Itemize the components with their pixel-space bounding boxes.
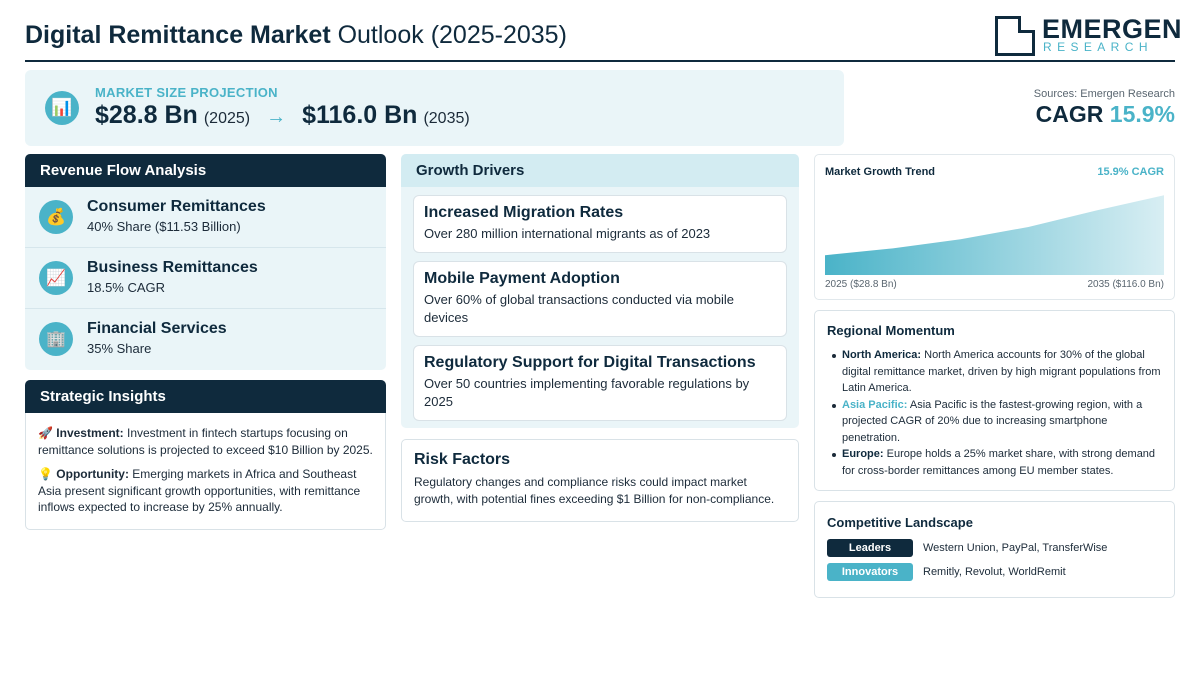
revenue-item-name: Business Remittances — [87, 259, 258, 276]
risk-desc: Regulatory changes and compliance risks … — [414, 475, 775, 506]
end-value: $116.0 Bn — [302, 101, 418, 129]
revenue-item-name: Consumer Remittances — [87, 198, 266, 215]
revenue-item-desc: 40% Share ($11.53 Billion) — [87, 219, 241, 234]
growth-drivers-title: Growth Drivers — [401, 154, 799, 187]
region-north-america: North America: North America accounts fo… — [832, 347, 1162, 397]
market-growth-trend-card: Market Growth Trend 15.9% CAGR 2025 ($28… — [814, 154, 1175, 300]
competitive-landscape-card: Competitive Landscape Leaders Western Un… — [814, 501, 1175, 598]
driver-title: Mobile Payment Adoption — [424, 270, 620, 287]
chart-increasing-icon: 📈 — [39, 261, 73, 295]
driver-mobile-payment: Mobile Payment Adoption Over 60% of glob… — [413, 261, 787, 337]
region-europe: Europe: Europe holds a 25% market share,… — [832, 446, 1162, 479]
money-bag-icon: 💰 — [39, 200, 73, 234]
revenue-item-business: 📈 Business Remittances 18.5% CAGR — [25, 248, 386, 309]
chart-annotation: 15.9% CAGR — [1097, 166, 1164, 178]
region-asia-pacific: Asia Pacific: Asia Pacific is the fastes… — [832, 397, 1162, 447]
insight-investment: 🚀 Investment: Investment in fintech star… — [38, 426, 373, 457]
chart-start-label: 2025 ($28.8 Bn) — [825, 279, 897, 290]
regional-title: Regional Momentum — [827, 323, 955, 338]
office-building-icon: 🏢 — [39, 322, 73, 356]
strategic-insights-title: Strategic Insights — [25, 380, 386, 413]
driver-regulatory: Regulatory Support for Digital Transacti… — [413, 345, 787, 421]
competitor-names: Western Union, PayPal, TransferWise — [923, 541, 1108, 554]
revenue-flow-card: Revenue Flow Analysis 💰 Consumer Remitta… — [25, 154, 386, 370]
risk-factors-card: Risk Factors Regulatory changes and comp… — [401, 439, 799, 522]
revenue-item-name: Financial Services — [87, 320, 227, 337]
driver-desc: Over 50 countries implementing favorable… — [424, 376, 750, 409]
revenue-item-consumer: 💰 Consumer Remittances 40% Share ($11.53… — [25, 187, 386, 248]
header: Digital Remittance Market Outlook (2025-… — [25, 10, 1182, 62]
driver-desc: Over 280 million international migrants … — [424, 226, 711, 241]
chart-title: Market Growth Trend — [825, 166, 936, 178]
innovators-badge: Innovators — [827, 562, 913, 581]
bar-chart-icon: 📊 — [45, 91, 79, 125]
end-year: (2035) — [423, 110, 470, 127]
trend-area — [825, 195, 1164, 275]
regional-list: North America: North America accounts fo… — [827, 347, 1162, 479]
light-bulb-icon: 💡 — [38, 467, 53, 481]
growth-area-chart — [825, 195, 1164, 275]
source-note: Sources: Emergen Research — [1033, 88, 1175, 100]
emergen-logo: EMERGEN RESEARCH — [995, 14, 1182, 56]
regional-momentum-card: Regional Momentum North America: North A… — [814, 310, 1175, 491]
competitor-row-leaders: Leaders Western Union, PayPal, TransferW… — [827, 538, 1162, 557]
driver-migration: Increased Migration Rates Over 280 milli… — [413, 195, 787, 253]
rocket-icon: 🚀 — [38, 426, 53, 440]
strategic-insights-card: Strategic Insights 🚀 Investment: Investm… — [25, 380, 386, 530]
competitor-names: Remitly, Revolut, WorldRemit — [923, 565, 1066, 578]
insight-opportunity: 💡 Opportunity: Emerging markets in Afric… — [38, 467, 361, 514]
driver-title: Regulatory Support for Digital Transacti… — [424, 354, 756, 371]
page-title: Digital Remittance Market Outlook (2025-… — [25, 21, 567, 49]
projection-values: $28.8 Bn (2025) → $116.0 Bn (2035) — [95, 101, 470, 130]
start-year: (2025) — [203, 110, 251, 127]
logo-sub: RESEARCH — [1043, 40, 1153, 54]
revenue-item-desc: 35% Share — [87, 341, 152, 356]
chart-end-label: 2035 ($116.0 Bn) — [1087, 279, 1164, 290]
logo-name: EMERGEN — [1042, 14, 1183, 44]
risk-title: Risk Factors — [414, 451, 511, 468]
arrow-right-icon: → — [266, 106, 287, 128]
revenue-item-desc: 18.5% CAGR — [87, 280, 166, 295]
revenue-item-financial: 🏢 Financial Services 35% Share — [25, 309, 386, 370]
projection-label: MARKET SIZE PROJECTION — [95, 85, 278, 100]
cagr-headline: CAGR 15.9% — [1035, 101, 1175, 127]
growth-drivers-card: Growth Drivers Increased Migration Rates… — [401, 154, 799, 428]
driver-desc: Over 60% of global transactions conducte… — [424, 292, 735, 325]
market-size-projection: 📊 MARKET SIZE PROJECTION $28.8 Bn (2025)… — [25, 70, 844, 146]
driver-title: Increased Migration Rates — [424, 204, 624, 221]
competitive-title: Competitive Landscape — [827, 515, 973, 530]
leaders-badge: Leaders — [827, 538, 913, 557]
revenue-flow-title: Revenue Flow Analysis — [25, 154, 386, 187]
start-value: $28.8 Bn — [95, 101, 198, 129]
competitor-row-innovators: Innovators Remitly, Revolut, WorldRemit — [827, 562, 1162, 581]
logo-mark-icon — [995, 16, 1035, 56]
